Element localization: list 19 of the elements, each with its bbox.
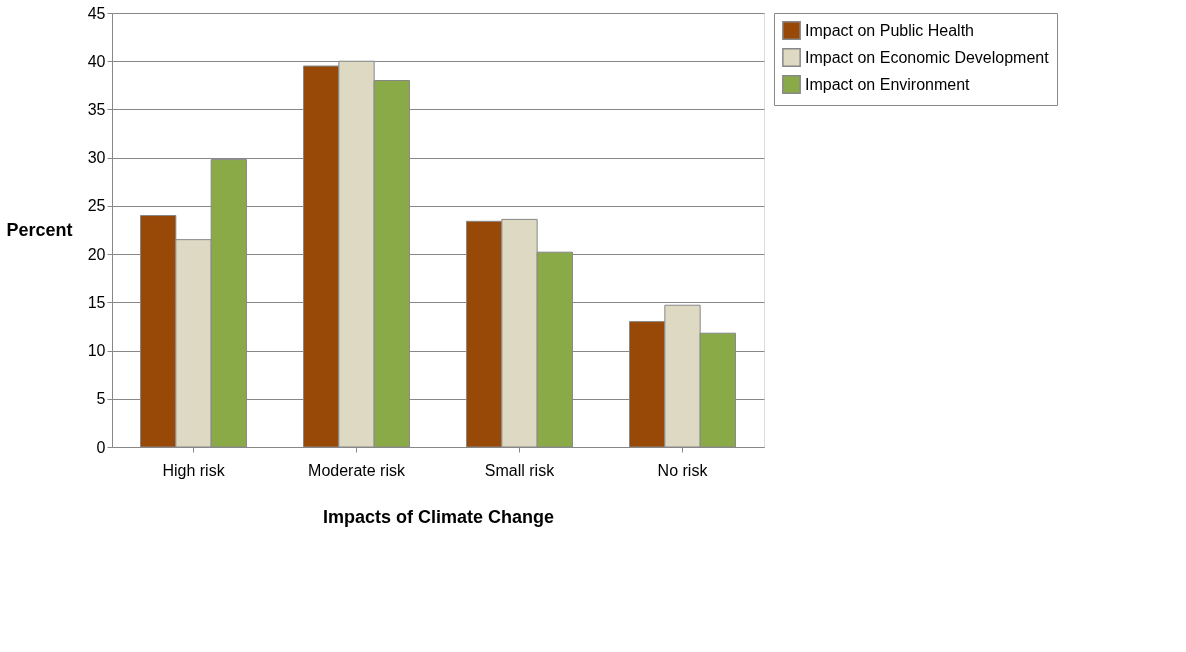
x-tick-label: No risk xyxy=(657,461,709,479)
y-tick-label: 25 xyxy=(87,197,106,215)
y-tick-label: 20 xyxy=(87,245,106,263)
y-tick-label: 45 xyxy=(87,4,106,22)
legend-label: Impact on Public Health xyxy=(805,21,974,39)
y-tick-label: 40 xyxy=(87,52,106,70)
legend-label: Impact on Economic Development xyxy=(805,48,1050,66)
y-tick-label: 30 xyxy=(87,149,106,167)
x-tick-label: Small risk xyxy=(484,461,556,479)
legend-label: Impact on Environment xyxy=(805,75,971,93)
x-tick-label: Moderate risk xyxy=(308,461,406,479)
x-axis-title: Impacts of Climate Change xyxy=(322,506,555,527)
y-tick-label: 35 xyxy=(87,100,106,118)
x-tick-label: High risk xyxy=(162,461,226,479)
y-tick-label: 10 xyxy=(87,342,106,360)
y-tick-label: 15 xyxy=(87,293,106,311)
y-tick-label: 5 xyxy=(96,390,106,408)
y-tick-label: 0 xyxy=(96,438,106,456)
y-axis-title: Percent xyxy=(6,219,73,240)
